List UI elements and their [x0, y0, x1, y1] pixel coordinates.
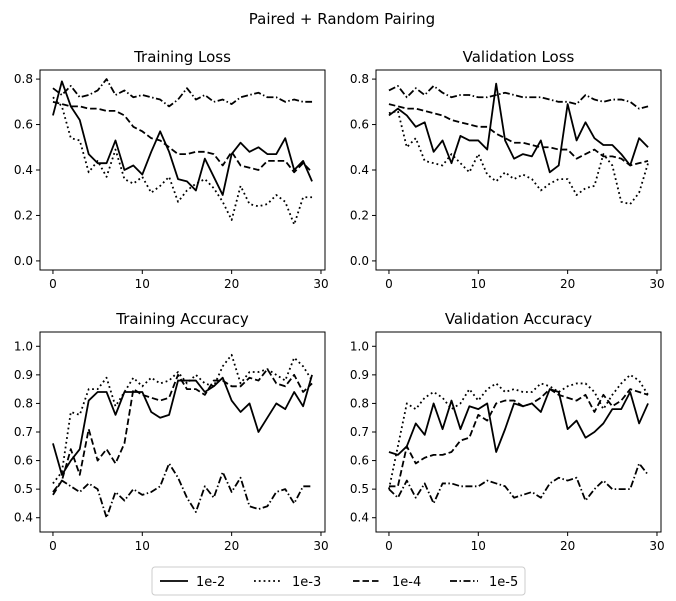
series-line-1e-4	[388, 388, 649, 488]
figure-title: Paired + Random Pairing	[249, 10, 435, 28]
y-tick-label: 0.6	[350, 118, 369, 132]
y-tick-label: 0.2	[350, 208, 369, 222]
y-tick-label: 0.8	[14, 396, 33, 410]
y-tick-label: 1.0	[14, 339, 33, 353]
series-line-1e-4	[388, 103, 649, 167]
x-tick-label: 10	[471, 277, 486, 291]
x-tick-label: 10	[471, 539, 486, 553]
x-tick-label: 0	[385, 539, 393, 553]
x-tick-label: 0	[49, 539, 57, 553]
series-line-1e-4	[52, 100, 313, 174]
series-line-1e-5	[388, 85, 649, 110]
chart-title: Validation Accuracy	[445, 310, 592, 328]
series-line-1e-2	[52, 80, 313, 196]
y-tick-label: 0.6	[14, 454, 33, 468]
y-tick-label: 0.9	[350, 368, 369, 382]
x-tick-label: 30	[313, 277, 328, 291]
chart-title: Training Loss	[133, 48, 231, 66]
axes-frame	[375, 331, 662, 533]
series-line-1e-2	[388, 82, 649, 174]
legend-label-1e-5: 1e-5	[489, 575, 518, 590]
x-tick-label: 0	[49, 277, 57, 291]
x-tick-label: 30	[313, 539, 328, 553]
x-tick-label: 0	[385, 277, 393, 291]
series-line-1e-3	[388, 110, 649, 205]
y-tick-label: 0.7	[14, 425, 33, 439]
y-tick-label: 0.2	[14, 208, 33, 222]
x-tick-label: 20	[560, 277, 575, 291]
series-line-1e-2	[52, 374, 313, 476]
legend-label-1e-2: 1e-2	[196, 575, 225, 590]
y-tick-label: 0.6	[350, 454, 369, 468]
series-line-1e-5	[52, 462, 313, 519]
y-tick-label: 0.8	[350, 72, 369, 86]
series-line-1e-5	[388, 462, 649, 505]
x-tick-label: 30	[649, 539, 664, 553]
chart-validation-loss: Validation Loss 0 10 20 30 0.0 0.2 0.4 0.6 0.8	[350, 48, 665, 291]
x-tick-label: 10	[135, 539, 150, 553]
y-tick-label: 0.7	[350, 425, 369, 439]
x-tick-label: 20	[560, 539, 575, 553]
y-tick-label: 0.0	[14, 254, 33, 268]
chart-training-accuracy: Training Accuracy 0 10 20 30 0.4 0.5 0.6 0.7 0.8 0…	[14, 310, 329, 553]
legend-label-1e-3: 1e-3	[292, 575, 321, 590]
x-tick-label: 10	[135, 277, 150, 291]
y-tick-label: 0.9	[14, 368, 33, 382]
y-tick-label: 1.0	[350, 339, 369, 353]
series-line-1e-2	[388, 388, 649, 456]
x-tick-label: 20	[224, 539, 239, 553]
y-tick-label: 0.5	[350, 482, 369, 496]
chart-training-loss: Training Loss 0 10 20 30 0.0 0.2 0.4 0.6 0.8	[14, 48, 329, 291]
x-tick-label: 20	[224, 277, 239, 291]
series-line-1e-3	[388, 373, 649, 490]
y-tick-label: 0.4	[350, 163, 369, 177]
chart-validation-accuracy: Validation Accuracy 0 10 20 30 0.4 0.5 0.6 0.7 0.…	[350, 310, 665, 553]
series-line-1e-3	[52, 353, 313, 484]
y-tick-label: 0.6	[14, 118, 33, 132]
y-tick-label: 0.8	[350, 396, 369, 410]
legend-label-1e-4: 1e-4	[392, 575, 421, 590]
y-tick-label: 0.4	[350, 511, 369, 525]
y-tick-label: 0.0	[350, 254, 369, 268]
y-tick-label: 0.4	[14, 511, 33, 525]
series-line-1e-4	[52, 368, 313, 496]
legend: 1e-2 1e-3 1e-4 1e-5	[151, 566, 526, 596]
chart-title: Validation Loss	[463, 48, 575, 66]
y-tick-label: 0.8	[14, 72, 33, 86]
series-line-1e-5	[52, 78, 313, 108]
y-tick-label: 0.5	[14, 482, 33, 496]
x-tick-label: 30	[649, 277, 664, 291]
legend-frame	[151, 566, 526, 596]
y-tick-label: 0.4	[14, 163, 33, 177]
chart-title: Training Accuracy	[115, 310, 249, 328]
